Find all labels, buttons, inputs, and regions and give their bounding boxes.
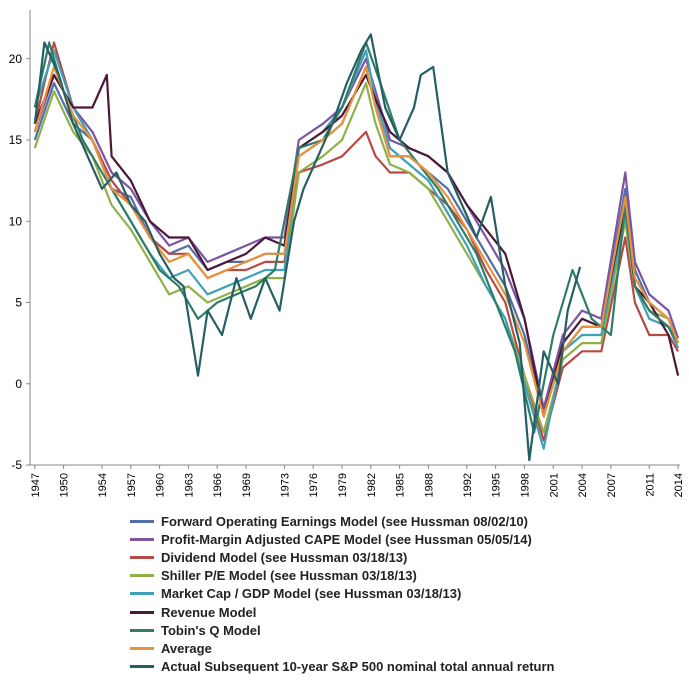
legend-item: Market Cap / GDP Model (see Hussman 03/1…: [130, 585, 670, 603]
legend-item: Dividend Model (see Hussman 03/18/13): [130, 548, 670, 566]
legend-swatch: [130, 519, 154, 523]
series-line-8: [33, 33, 582, 462]
legend-label: Average: [161, 640, 212, 656]
x-tick-label: 1998: [519, 473, 531, 497]
series-line-4: [33, 49, 680, 450]
y-tick-label: 20: [9, 52, 23, 66]
x-tick-label: 1988: [423, 473, 435, 497]
y-tick-label: 15: [9, 133, 23, 147]
series-line-1: [33, 57, 680, 410]
y-tick-label: 0: [15, 377, 22, 391]
legend-label: Profit-Margin Adjusted CAPE Model (see H…: [161, 531, 532, 547]
legend-label: Shiller P/E Model (see Hussman 03/18/13): [161, 568, 417, 584]
series-line-3: [33, 81, 680, 434]
plot-lines: [33, 33, 680, 462]
x-tick-label: 1982: [366, 473, 378, 497]
legend-swatch: [130, 646, 154, 650]
x-tick-label: 1973: [279, 473, 291, 497]
x-tick-label: 1963: [183, 473, 195, 497]
x-tick-label: 1954: [97, 473, 109, 497]
x-tick-label: 1979: [337, 473, 349, 497]
x-tick-label: 1950: [59, 473, 71, 497]
x-tick-label: 1976: [308, 473, 320, 497]
legend-label: Market Cap / GDP Model (see Hussman 03/1…: [161, 586, 462, 602]
x-tick-label: 1969: [241, 473, 253, 497]
x-tick-label: 2007: [606, 473, 618, 497]
x-tick-label: 1960: [155, 473, 167, 497]
x-tick-label: 2001: [548, 473, 560, 497]
legend-swatch: [130, 555, 154, 559]
legend-swatch: [130, 592, 154, 596]
legend-label: Actual Subsequent 10-year S&P 500 nomina…: [161, 659, 555, 675]
y-tick-label: -5: [11, 458, 22, 472]
series-line-0: [33, 65, 680, 418]
legend-swatch: [130, 537, 154, 541]
legend-label: Tobin's Q Model: [161, 622, 261, 638]
series-line-5: [33, 73, 680, 418]
series-line-7: [33, 65, 680, 418]
legend-swatch: [130, 574, 154, 578]
x-tick-label: 1995: [491, 473, 503, 497]
legend-item: Shiller P/E Model (see Hussman 03/18/13): [130, 567, 670, 585]
legend-item: Forward Operating Earnings Model (see Hu…: [130, 512, 670, 530]
legend-item: Revenue Model: [130, 603, 670, 621]
series-line-6: [33, 41, 680, 434]
x-tick-label: 2011: [644, 473, 656, 497]
legend-label: Forward Operating Earnings Model (see Hu…: [161, 513, 528, 529]
y-tick-label: 10: [9, 214, 23, 228]
x-tick-label: 1957: [126, 473, 138, 497]
x-tick-label: 1966: [212, 473, 224, 497]
y-tick-label: 5: [15, 296, 22, 310]
legend-swatch: [130, 610, 154, 614]
legend-label: Dividend Model (see Hussman 03/18/13): [161, 549, 408, 565]
legend-swatch: [130, 665, 154, 669]
x-ticks: 1947 1950 1954 1957 1960 1963 1966 1969 1973 1976…: [30, 465, 685, 497]
legend-item: Average: [130, 639, 670, 657]
series-line-2: [33, 41, 680, 442]
x-tick-label: 1947: [30, 473, 42, 497]
x-tick-label: 1985: [395, 473, 407, 497]
y-ticks: -5 0 5 10 15 20: [9, 52, 30, 472]
legend-label: Revenue Model: [161, 604, 257, 620]
legend: Forward Operating Earnings Model (see Hu…: [130, 512, 670, 676]
x-tick-label: 1992: [462, 473, 474, 497]
legend-item: Profit-Margin Adjusted CAPE Model (see H…: [130, 530, 670, 548]
legend-item: Actual Subsequent 10-year S&P 500 nomina…: [130, 658, 670, 676]
x-tick-label: 2004: [577, 473, 589, 497]
legend-item: Tobin's Q Model: [130, 621, 670, 639]
x-tick-label: 2014: [673, 473, 685, 497]
legend-swatch: [130, 628, 154, 632]
